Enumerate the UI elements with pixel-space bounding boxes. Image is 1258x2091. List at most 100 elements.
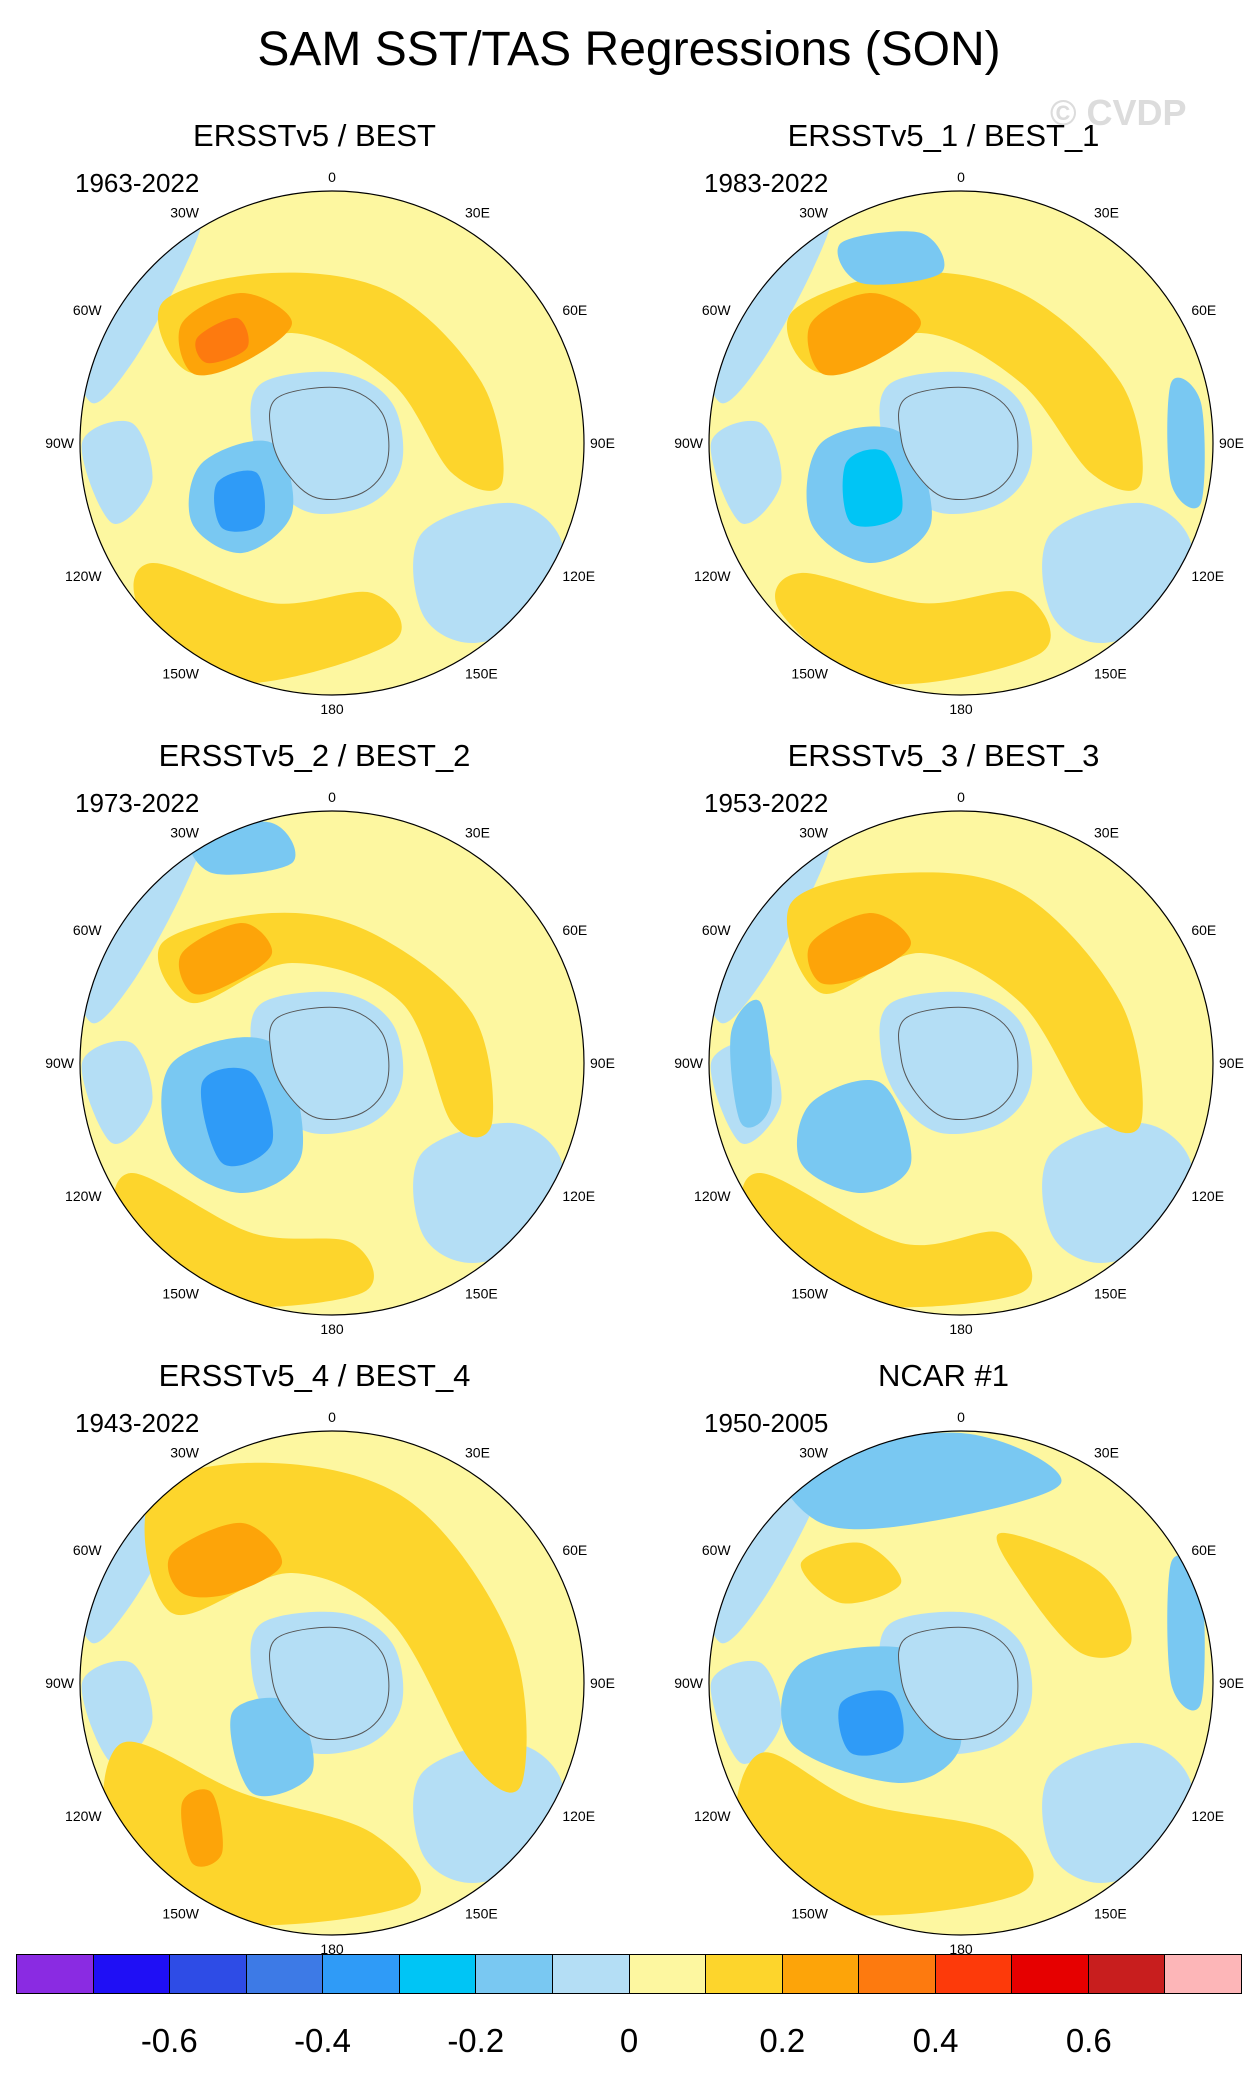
longitude-label: 0	[328, 1409, 336, 1425]
longitude-label: 150E	[1094, 1905, 1127, 1921]
anomaly-contour	[837, 231, 945, 285]
longitude-label: 150E	[465, 1905, 498, 1921]
anomaly-contour	[181, 1789, 223, 1867]
colorbar-box	[476, 1955, 553, 1993]
map-border	[708, 190, 1214, 696]
antarctica-coastline	[269, 386, 390, 500]
australia-region	[413, 1122, 564, 1263]
colorbar-box	[629, 1955, 707, 1993]
colorbar-box	[323, 1955, 400, 1993]
south-america-region	[80, 831, 204, 1024]
map-panel: ERSSTv5_4 / BEST_4 1943-2022 0 30E 60E 90E 120…	[0, 1358, 629, 1978]
longitude-label: 90W	[674, 1055, 704, 1071]
longitude-label: 30E	[465, 205, 490, 221]
longitude-label: 60W	[702, 1542, 732, 1558]
pacific-west-region	[81, 1660, 153, 1764]
panel-title: ERSSTv5_2 / BEST_2	[158, 738, 471, 773]
longitude-label: 180	[949, 1941, 973, 1957]
longitude-label: 150E	[1094, 665, 1127, 681]
anomaly-contour	[996, 1532, 1132, 1658]
anomaly-contour	[1167, 1555, 1205, 1711]
polar-map: 0 30E 60E 90E 120E 150E 180 150W 120W 90W 60W 30W	[45, 789, 615, 1337]
longitude-label: 30E	[465, 825, 490, 841]
antarctica-coastline	[898, 1626, 1019, 1740]
australia-region	[1042, 1122, 1193, 1263]
anomaly-contour	[230, 1697, 314, 1797]
map-border	[79, 1430, 585, 1936]
longitude-label: 120E	[1191, 1808, 1224, 1824]
map-panel: ERSSTv5_2 / BEST_2 1973-2022 0 30E 60E 90E 120…	[0, 738, 629, 1358]
colorbar-box	[93, 1955, 171, 1993]
antarctica-coastline	[269, 1626, 390, 1740]
pacific-west-region	[81, 420, 153, 524]
longitude-label: 60W	[73, 302, 103, 318]
longitude-label: 150W	[791, 665, 828, 681]
longitude-label: 60W	[73, 1542, 103, 1558]
watermark: © CVDP	[1050, 92, 1187, 133]
longitude-label: 150W	[791, 1905, 828, 1921]
longitude-label: 30E	[1094, 825, 1119, 841]
longitude-label: 30W	[799, 205, 829, 221]
longitude-label: 30W	[170, 205, 200, 221]
pacific-west-region	[710, 1660, 782, 1764]
colorbar-box	[1165, 1955, 1241, 1993]
colorbar-box	[706, 1955, 783, 1993]
map-border	[79, 810, 585, 1316]
longitude-label: 120W	[694, 1808, 731, 1824]
longitude-label: 150W	[162, 1285, 199, 1301]
longitude-label: 90W	[674, 435, 704, 451]
longitude-label: 90W	[45, 435, 75, 451]
longitude-label: 30E	[1094, 1445, 1119, 1461]
longitude-label: 120E	[1191, 1188, 1224, 1204]
colorbar-tick-label: 0.2	[759, 2022, 806, 2059]
anomaly-contour	[133, 562, 402, 684]
longitude-label: 90W	[45, 1055, 75, 1071]
anomaly-contour	[102, 1741, 422, 1926]
australia-region	[1042, 1742, 1193, 1883]
colorbar-box	[859, 1955, 936, 1993]
longitude-label: 150E	[1094, 1285, 1127, 1301]
polar-map: 0 30E 60E 90E 120E 150E 180 150W 120W 90W 60W 30W	[674, 789, 1244, 1337]
anomaly-contour	[838, 1690, 904, 1756]
longitude-label: 90E	[590, 1055, 615, 1071]
longitude-label: 0	[328, 169, 336, 185]
longitude-label: 0	[328, 789, 336, 805]
longitude-label: 30W	[170, 1445, 200, 1461]
longitude-label: 90E	[1219, 1055, 1244, 1071]
longitude-label: 60E	[1191, 922, 1216, 938]
anomaly-contour	[775, 572, 1051, 685]
longitude-label: 60E	[562, 1542, 587, 1558]
longitude-label: 30W	[170, 825, 200, 841]
colorbar-box	[1088, 1955, 1166, 1993]
longitude-label: 60W	[702, 922, 732, 938]
colorbar-box	[246, 1955, 324, 1993]
colorbar-box	[1012, 1955, 1089, 1993]
colorbar-tick-label: 0.6	[1065, 2022, 1112, 2059]
anomaly-contour	[188, 821, 296, 875]
longitude-label: 90W	[45, 1675, 75, 1691]
longitude-label: 180	[320, 1941, 344, 1957]
anomaly-contour	[167, 1522, 283, 1598]
colorbar-box	[170, 1955, 247, 1993]
panel-title: ERSSTv5_1 / BEST_1	[787, 118, 1100, 153]
south-america-region	[709, 211, 833, 404]
anomaly-contour	[807, 293, 921, 376]
longitude-label: 150E	[465, 665, 498, 681]
south-america-region	[709, 831, 833, 1024]
longitude-label: 60E	[1191, 1542, 1216, 1558]
longitude-label: 180	[949, 1321, 973, 1337]
longitude-label: 120E	[562, 568, 595, 584]
longitude-label: 120W	[694, 1188, 731, 1204]
map-border	[708, 810, 1214, 1316]
map-panel: NCAR #1 1950-2005 0 30E 60E 90E 120E 150E 180 150…	[629, 1358, 1258, 1978]
colorbar-box	[399, 1955, 477, 1993]
pacific-west-region	[81, 1040, 153, 1144]
polar-map: 0 30E 60E 90E 120E 150E 180 150W 120W 90W 60W 30W	[45, 1409, 615, 1957]
longitude-label: 30W	[799, 1445, 829, 1461]
longitude-label: 60W	[73, 922, 103, 938]
longitude-label: 180	[320, 1321, 344, 1337]
anomaly-contour	[800, 1542, 902, 1604]
colorbar-box	[935, 1955, 1013, 1993]
map-panel: ERSSTv5 / BEST 1963-2022 0 30E 60E 90E 120E 150…	[0, 118, 629, 738]
longitude-label: 0	[957, 1409, 965, 1425]
